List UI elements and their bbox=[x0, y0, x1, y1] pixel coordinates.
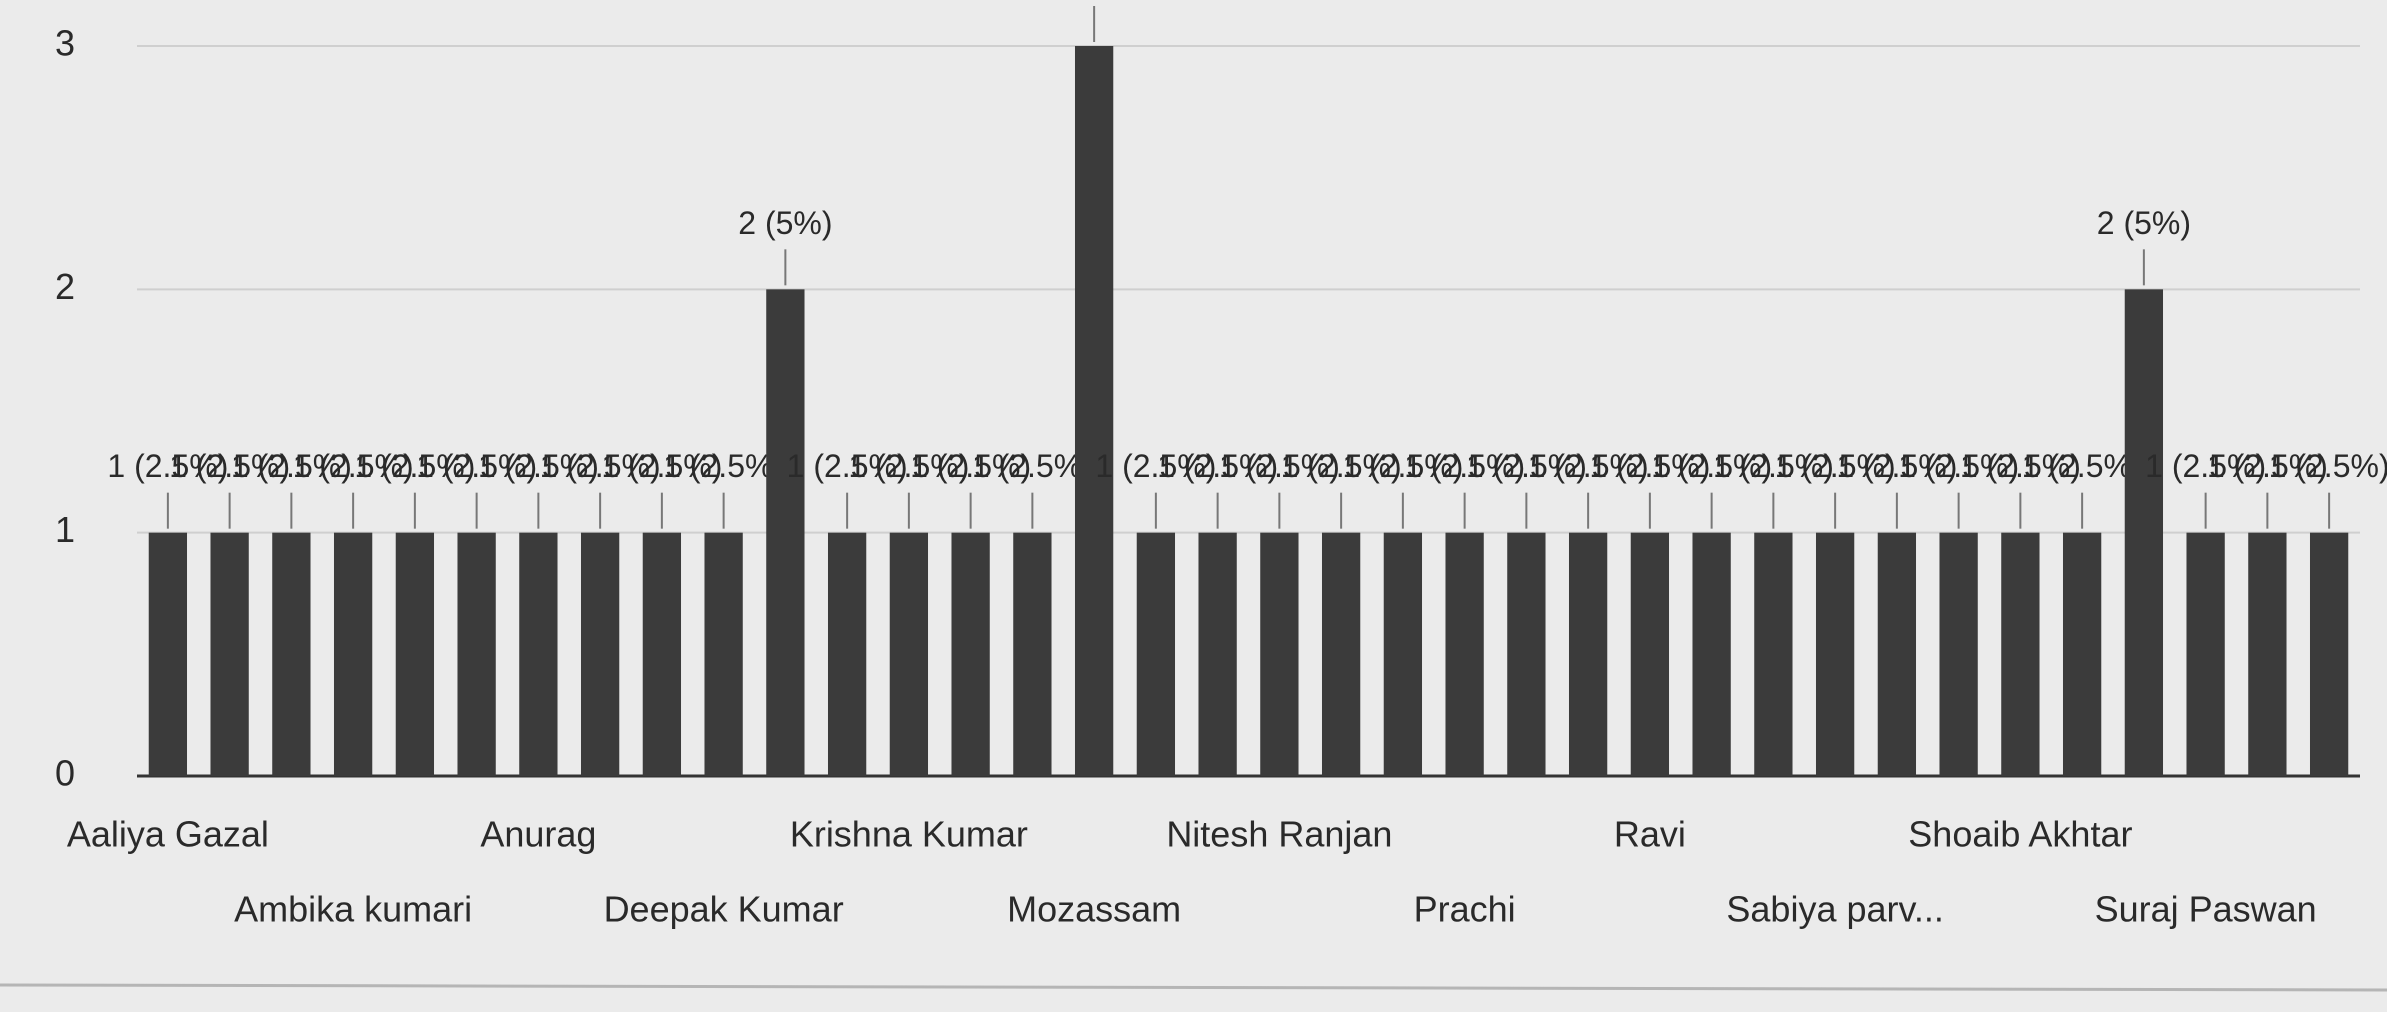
x-tick-label: Suraj Paswan bbox=[2095, 889, 2317, 930]
bar bbox=[889, 532, 929, 776]
data-label: 1 (2.5%) bbox=[1342, 448, 1463, 484]
data-label: 1 (2.5%) bbox=[1898, 448, 2019, 484]
y-tick-label: 1 bbox=[55, 509, 75, 550]
data-label: 1 (2.5%) bbox=[169, 448, 290, 484]
data-label: 1 (2.5%) bbox=[2207, 448, 2328, 484]
x-tick-label: Mozassam bbox=[1007, 889, 1181, 930]
data-label: 1 (2.5%) bbox=[293, 448, 414, 484]
bar bbox=[333, 532, 373, 776]
bar bbox=[395, 532, 435, 776]
data-label: 1 (2.5%) bbox=[787, 448, 908, 484]
data-label: 1 (2.5%) bbox=[1466, 448, 1587, 484]
data-label: 1 (2.5%) bbox=[1836, 448, 1957, 484]
data-label: 1 (2.5%) bbox=[416, 448, 537, 484]
bar bbox=[1877, 532, 1917, 776]
bar bbox=[2309, 532, 2349, 776]
data-label: 1 (2.5%) bbox=[1219, 448, 1340, 484]
data-label: 1 (2.5%) bbox=[1281, 448, 1402, 484]
bar bbox=[766, 289, 805, 776]
x-tick-label: Aaliya Gazal bbox=[67, 814, 269, 855]
data-label: 1 (2.5%) bbox=[107, 448, 228, 484]
bar bbox=[1136, 532, 1176, 776]
x-tick-label: Nitesh Ranjan bbox=[1166, 814, 1392, 855]
data-label: 1 (2.5%) bbox=[1404, 448, 1525, 484]
data-label: 1 (2.5%) bbox=[231, 448, 352, 484]
bar bbox=[951, 532, 990, 776]
x-tick-label: Ravi bbox=[1614, 814, 1686, 855]
bar bbox=[580, 532, 620, 776]
bar bbox=[1260, 532, 1299, 776]
bar bbox=[1445, 532, 1484, 776]
data-label: 1 (2.5%) bbox=[1528, 448, 1649, 484]
data-label: 1 (2.5%) bbox=[478, 448, 599, 484]
bar bbox=[827, 532, 867, 776]
bar bbox=[519, 532, 558, 776]
data-label: 1 (2.5%) bbox=[1095, 448, 1216, 484]
bar bbox=[2124, 289, 2164, 776]
data-label: 1 (2.5%) bbox=[540, 448, 661, 484]
bar bbox=[1754, 532, 1793, 776]
bar bbox=[1321, 532, 1361, 776]
bar bbox=[1383, 532, 1423, 776]
data-label: 1 (2.5%) bbox=[910, 448, 1031, 484]
bar bbox=[2248, 532, 2287, 776]
bar bbox=[1630, 532, 1670, 776]
data-label: 1 (2.5%) bbox=[354, 448, 475, 484]
data-label: 1 (2.5%) bbox=[1589, 448, 1710, 484]
x-tick-label: Prachi bbox=[1414, 889, 1516, 930]
data-label: 1 (2.5%) bbox=[1960, 448, 2081, 484]
bar bbox=[1013, 532, 1052, 776]
bar bbox=[704, 532, 743, 776]
data-label: 1 (2.5%) bbox=[848, 448, 969, 484]
y-tick-label: 0 bbox=[55, 753, 75, 794]
data-label: 1 (2.5%) bbox=[2269, 448, 2387, 484]
bar bbox=[1815, 532, 1855, 776]
bar bbox=[148, 532, 188, 776]
data-label: 2 (5%) bbox=[738, 205, 832, 241]
x-tick-label: Ambika kumari bbox=[234, 889, 472, 930]
bar bbox=[642, 532, 682, 776]
bar bbox=[1198, 532, 1237, 776]
x-tick-label: Sabiya parv... bbox=[1726, 889, 1943, 930]
y-tick-label: 3 bbox=[55, 23, 75, 64]
bar bbox=[272, 532, 311, 776]
data-label: 1 (2.5%) bbox=[972, 448, 1093, 484]
bar bbox=[1939, 532, 1978, 776]
data-label: 1 (2.5%) bbox=[1775, 448, 1896, 484]
bar bbox=[1507, 532, 1546, 776]
bar bbox=[2001, 532, 2040, 776]
x-tick-label: Shoaib Akhtar bbox=[1908, 814, 2132, 855]
data-label: 1 (2.5%) bbox=[663, 448, 784, 484]
y-tick-label: 2 bbox=[55, 266, 75, 307]
data-label: 1 (2.5%) bbox=[2022, 448, 2143, 484]
footer-rule bbox=[0, 983, 2387, 992]
bar bbox=[2062, 532, 2102, 776]
bar bbox=[457, 532, 496, 776]
data-label: 1 (2.5%) bbox=[2145, 448, 2266, 484]
data-label: 1 (2.5%) bbox=[601, 448, 722, 484]
data-label: 2 (5%) bbox=[2097, 205, 2191, 241]
x-tick-label: Deepak Kumar bbox=[604, 889, 844, 930]
data-label: 1 (2.5%) bbox=[1157, 448, 1278, 484]
bar bbox=[1074, 46, 1114, 776]
bar bbox=[210, 532, 249, 776]
bar bbox=[1692, 532, 1731, 776]
bar bbox=[2186, 532, 2225, 776]
bar bbox=[1568, 532, 1608, 776]
data-label: 1 (2.5%) bbox=[1651, 448, 1772, 484]
data-label: 1 (2.5%) bbox=[1713, 448, 1834, 484]
x-tick-label: Anurag bbox=[480, 814, 596, 855]
x-tick-label: Krishna Kumar bbox=[790, 814, 1028, 855]
